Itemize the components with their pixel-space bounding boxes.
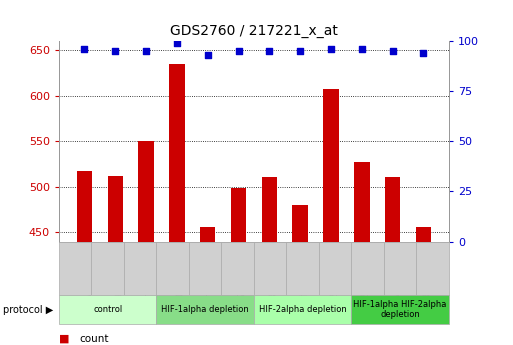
Title: GDS2760 / 217221_x_at: GDS2760 / 217221_x_at xyxy=(170,23,338,38)
Bar xyxy=(200,227,215,242)
Bar xyxy=(139,140,154,242)
Bar xyxy=(292,205,308,241)
Point xyxy=(111,49,120,54)
Text: HIF-2alpha depletion: HIF-2alpha depletion xyxy=(259,305,347,314)
Text: ■: ■ xyxy=(59,334,69,344)
Bar xyxy=(169,64,185,242)
Text: HIF-1alpha depletion: HIF-1alpha depletion xyxy=(161,305,249,314)
Point xyxy=(142,49,150,54)
Point xyxy=(327,47,335,52)
Bar xyxy=(77,170,92,242)
Point xyxy=(204,53,212,58)
Bar xyxy=(323,89,339,242)
Point xyxy=(234,49,243,54)
Text: HIF-1alpha HIF-2alpha
depletion: HIF-1alpha HIF-2alpha depletion xyxy=(353,300,447,319)
Bar xyxy=(231,188,246,241)
Point xyxy=(358,47,366,52)
Point xyxy=(173,41,181,46)
Point xyxy=(265,49,273,54)
Point xyxy=(296,49,304,54)
Text: control: control xyxy=(93,305,123,314)
Bar xyxy=(108,176,123,242)
Point xyxy=(419,51,427,56)
Text: protocol ▶: protocol ▶ xyxy=(3,305,53,315)
Bar xyxy=(385,177,400,242)
Bar xyxy=(354,162,369,242)
Point xyxy=(81,47,89,52)
Bar xyxy=(416,227,431,242)
Bar xyxy=(262,177,277,242)
Text: count: count xyxy=(80,334,109,344)
Point xyxy=(388,49,397,54)
